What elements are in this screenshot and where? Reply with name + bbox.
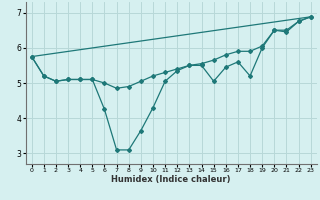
X-axis label: Humidex (Indice chaleur): Humidex (Indice chaleur) (111, 175, 231, 184)
